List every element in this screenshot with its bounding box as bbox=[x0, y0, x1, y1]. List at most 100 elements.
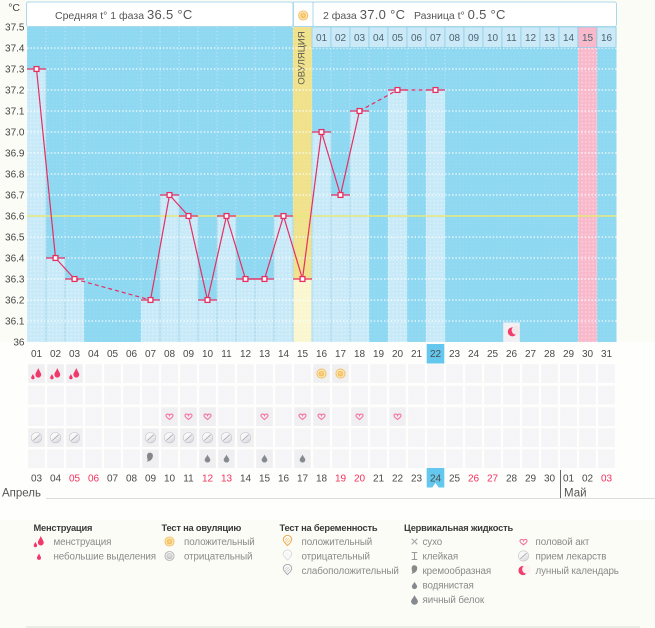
svg-text:Тест на овуляцию: Тест на овуляцию bbox=[162, 523, 242, 533]
svg-text:11: 11 bbox=[183, 474, 194, 485]
svg-text:прием лекарств: прием лекарств bbox=[536, 552, 607, 563]
svg-text:15: 15 bbox=[259, 474, 271, 485]
svg-text:17: 17 bbox=[335, 349, 347, 360]
svg-text:02: 02 bbox=[50, 349, 62, 360]
svg-text:Тест на беременность: Тест на беременность bbox=[280, 523, 378, 533]
svg-text:36.6: 36.6 bbox=[5, 212, 25, 223]
svg-text:03: 03 bbox=[31, 474, 43, 485]
svg-text:24: 24 bbox=[430, 474, 442, 485]
svg-text:09: 09 bbox=[183, 349, 195, 360]
svg-text:09: 09 bbox=[145, 474, 157, 485]
svg-text:14: 14 bbox=[563, 33, 575, 44]
svg-text:07: 07 bbox=[145, 349, 157, 360]
svg-text:21: 21 bbox=[411, 349, 423, 360]
svg-text:36.8: 36.8 bbox=[5, 170, 25, 181]
svg-text:15: 15 bbox=[297, 349, 309, 360]
svg-text:36.3: 36.3 bbox=[5, 275, 25, 286]
svg-text:водянистая: водянистая bbox=[423, 581, 474, 592]
svg-text:25: 25 bbox=[487, 349, 499, 360]
svg-text:Май: Май bbox=[564, 488, 587, 500]
svg-text:16: 16 bbox=[601, 33, 613, 44]
svg-text:14: 14 bbox=[240, 474, 252, 485]
svg-text:37.5: 37.5 bbox=[5, 23, 25, 34]
svg-text:°C: °C bbox=[8, 2, 20, 14]
svg-text:30: 30 bbox=[582, 349, 594, 360]
svg-text:09: 09 bbox=[468, 33, 480, 44]
svg-text:13: 13 bbox=[221, 474, 233, 485]
svg-text:28: 28 bbox=[544, 349, 556, 360]
svg-text:22: 22 bbox=[430, 349, 442, 360]
svg-text:05: 05 bbox=[69, 474, 81, 485]
svg-text:08: 08 bbox=[164, 349, 176, 360]
svg-text:04: 04 bbox=[50, 474, 62, 485]
svg-text:36.1: 36.1 bbox=[5, 317, 25, 328]
svg-text:25: 25 bbox=[449, 474, 461, 485]
svg-text:21: 21 bbox=[373, 474, 385, 485]
svg-text:11: 11 bbox=[221, 349, 232, 360]
svg-text:06: 06 bbox=[126, 349, 138, 360]
svg-text:10: 10 bbox=[202, 349, 214, 360]
svg-text:10: 10 bbox=[164, 474, 176, 485]
svg-text:положительный: положительный bbox=[184, 537, 255, 548]
svg-text:01: 01 bbox=[563, 474, 575, 485]
svg-text:Менструация: Менструация bbox=[34, 523, 93, 533]
svg-text:13: 13 bbox=[259, 349, 271, 360]
svg-text:28: 28 bbox=[506, 474, 518, 485]
svg-text:03: 03 bbox=[354, 33, 366, 44]
svg-text:14: 14 bbox=[278, 349, 290, 360]
svg-text:12: 12 bbox=[240, 349, 252, 360]
svg-text:29: 29 bbox=[525, 474, 537, 485]
svg-text:Цервикальная жидкость: Цервикальная жидкость bbox=[404, 523, 513, 533]
svg-text:19: 19 bbox=[373, 349, 385, 360]
svg-text:кремообразная: кремообразная bbox=[423, 566, 492, 577]
svg-text:29: 29 bbox=[563, 349, 575, 360]
svg-text:положительный: положительный bbox=[302, 537, 373, 548]
svg-text:31: 31 bbox=[601, 349, 613, 360]
svg-text:08: 08 bbox=[126, 474, 138, 485]
svg-text:22: 22 bbox=[392, 474, 404, 485]
svg-text:18: 18 bbox=[316, 474, 328, 485]
svg-text:37.3: 37.3 bbox=[5, 65, 25, 76]
svg-text:менструация: менструация bbox=[54, 537, 112, 548]
svg-text:04: 04 bbox=[373, 33, 385, 44]
svg-text:Разница t° 0.5 °C: Разница t° 0.5 °C bbox=[414, 7, 506, 22]
svg-text:06: 06 bbox=[411, 33, 423, 44]
svg-text:01: 01 bbox=[31, 349, 43, 360]
svg-text:17: 17 bbox=[297, 474, 309, 485]
svg-text:12: 12 bbox=[202, 474, 214, 485]
svg-text:ОВУЛЯЦИЯ: ОВУЛЯЦИЯ bbox=[297, 31, 308, 85]
svg-text:отрицательный: отрицательный bbox=[302, 552, 370, 563]
svg-text:07: 07 bbox=[430, 33, 442, 44]
svg-text:23: 23 bbox=[411, 474, 423, 485]
svg-text:37.4: 37.4 bbox=[5, 44, 25, 55]
svg-text:слабоположительный: слабоположительный bbox=[302, 566, 399, 577]
svg-text:36.4: 36.4 bbox=[5, 254, 25, 265]
svg-text:37.2: 37.2 bbox=[5, 86, 25, 97]
svg-text:Средняя t° 1 фаза 36.5 °C: Средняя t° 1 фаза 36.5 °C bbox=[55, 7, 193, 22]
svg-text:03: 03 bbox=[69, 349, 81, 360]
svg-text:36.9: 36.9 bbox=[5, 149, 25, 160]
svg-text:36.5: 36.5 bbox=[5, 233, 25, 244]
svg-text:05: 05 bbox=[107, 349, 119, 360]
svg-text:яичный белок: яичный белок bbox=[423, 595, 485, 606]
svg-text:половой акт: половой акт bbox=[536, 537, 590, 548]
svg-text:лунный календарь: лунный календарь bbox=[536, 566, 619, 577]
svg-text:16: 16 bbox=[278, 474, 290, 485]
svg-text:36.7: 36.7 bbox=[5, 191, 25, 202]
svg-text:11: 11 bbox=[506, 33, 517, 44]
svg-text:37.1: 37.1 bbox=[5, 107, 25, 118]
svg-text:03: 03 bbox=[601, 474, 613, 485]
svg-text:30: 30 bbox=[544, 474, 556, 485]
svg-text:01: 01 bbox=[316, 33, 328, 44]
svg-text:Апрель: Апрель bbox=[2, 488, 41, 500]
svg-text:36.2: 36.2 bbox=[5, 296, 25, 307]
svg-text:06: 06 bbox=[88, 474, 100, 485]
svg-text:05: 05 bbox=[392, 33, 404, 44]
svg-text:15: 15 bbox=[582, 33, 594, 44]
svg-text:37.0: 37.0 bbox=[5, 128, 25, 139]
svg-text:небольшие выделения: небольшие выделения bbox=[54, 552, 156, 563]
svg-text:02: 02 bbox=[335, 33, 347, 44]
svg-text:27: 27 bbox=[487, 474, 499, 485]
svg-text:отрицательный: отрицательный bbox=[184, 552, 252, 563]
svg-text:26: 26 bbox=[506, 349, 518, 360]
